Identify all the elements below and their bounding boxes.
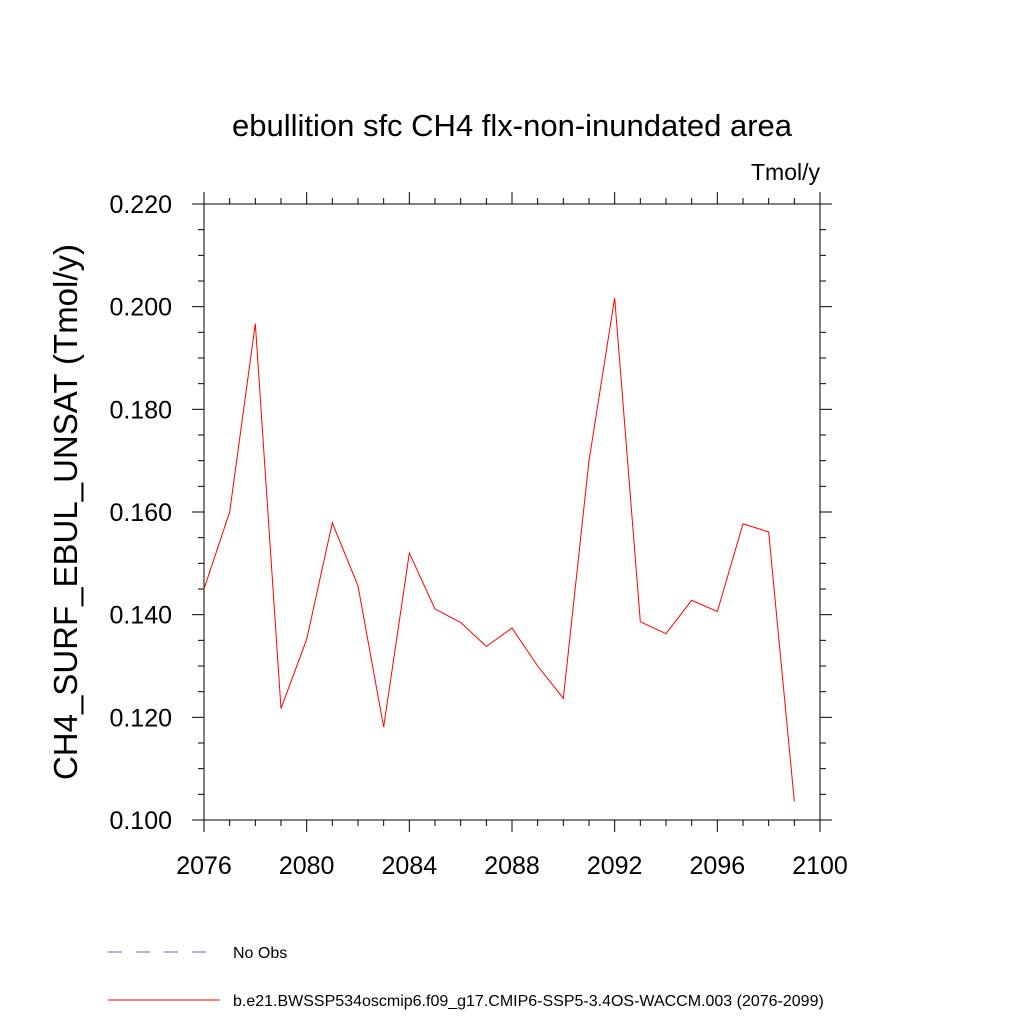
y-tick-label: 0.180 [109, 396, 172, 424]
x-tick-label: 2076 [176, 852, 232, 880]
y-tick-label: 0.100 [109, 807, 172, 835]
series-line [203, 297, 795, 802]
x-tick-label: 2092 [587, 852, 643, 880]
x-tick-label: 2100 [792, 852, 848, 880]
legend-label-no-obs: No Obs [233, 945, 287, 962]
units-label: Tmol/y [751, 159, 821, 185]
y-axis: 0.100 0.120 0.140 0.160 0.180 0.200 0.220 [109, 191, 832, 835]
x-tick-label: 2088 [484, 852, 540, 880]
chart-title: ebullition sfc CH4 flx-non-inundated are… [232, 108, 793, 143]
y-tick-label: 0.160 [109, 499, 172, 527]
plot-frame [203, 203, 821, 821]
x-axis: 2076 2080 2084 2088 2092 2096 2100 [176, 192, 848, 880]
legend-label-series: b.e21.BWSSP534oscmip6.f09_g17.CMIP6-SSP5… [233, 993, 824, 1010]
x-tick-label: 2080 [279, 852, 335, 880]
y-tick-label: 0.140 [109, 602, 172, 630]
y-tick-label: 0.220 [109, 191, 172, 219]
legend: No Obs b.e21.BWSSP534oscmip6.f09_g17.CMI… [108, 945, 824, 1010]
x-tick-label: 2084 [382, 852, 438, 880]
y-tick-label: 0.120 [109, 704, 172, 732]
y-tick-label: 0.200 [109, 294, 172, 322]
series-layer [203, 297, 795, 802]
x-tick-label: 2096 [690, 852, 746, 880]
y-axis-label: CH4_SURF_EBUL_UNSAT (Tmol/y) [47, 244, 84, 780]
